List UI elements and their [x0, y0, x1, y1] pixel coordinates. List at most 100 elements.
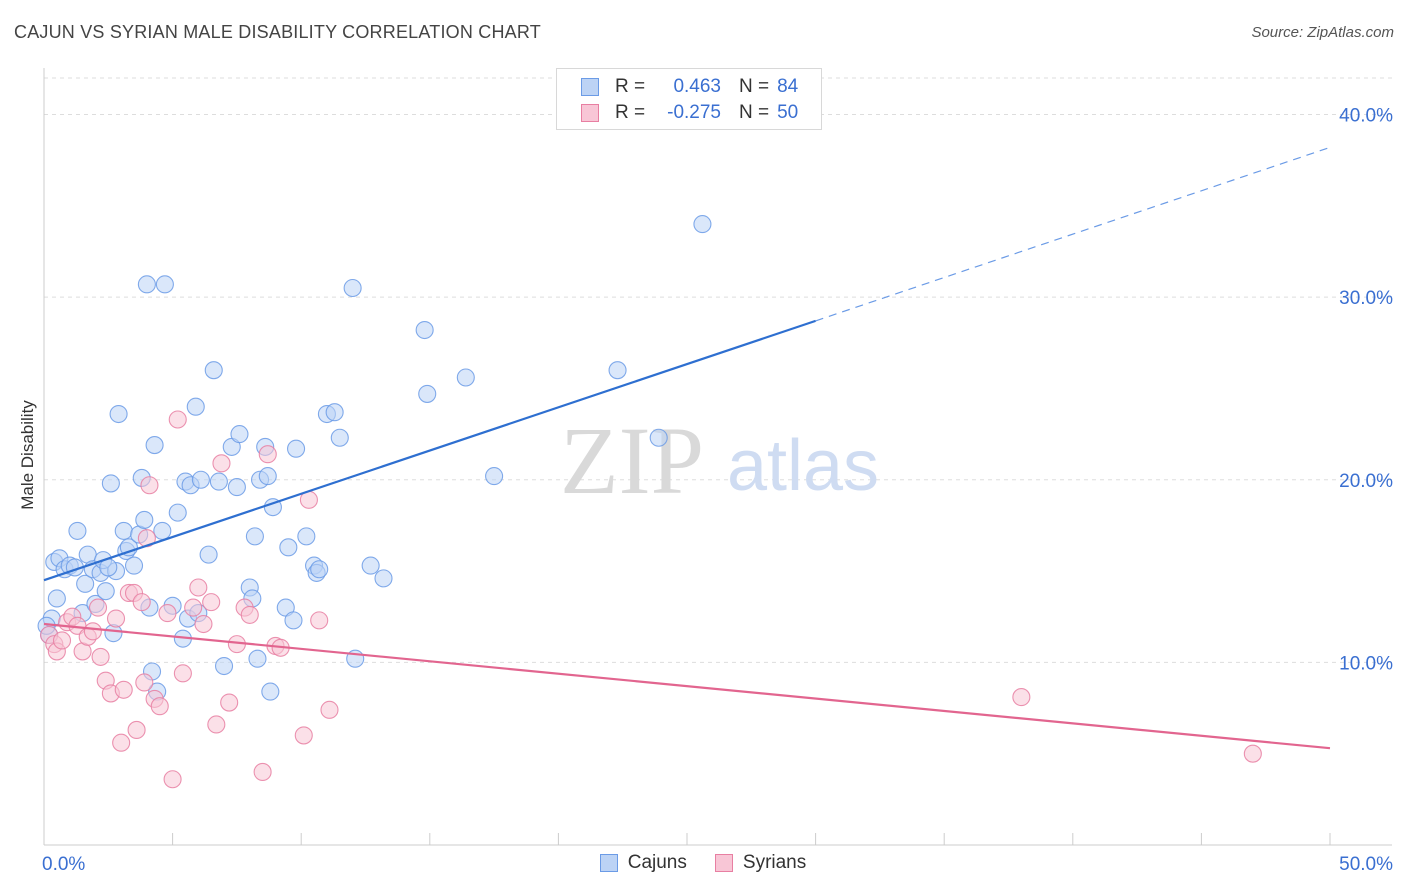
cajuns-point — [137, 275, 156, 294]
syrians-point — [294, 726, 313, 745]
syrians-point — [114, 680, 133, 699]
cajuns-point — [258, 467, 277, 486]
stats-row-cajuns: R = 0.463 N = 84 — [581, 75, 798, 99]
syrians-point — [194, 614, 213, 634]
r-value: 0.463 — [673, 76, 721, 97]
cajuns-point — [119, 538, 138, 557]
n-value: 50 — [777, 102, 799, 123]
source-label: Source: ZipAtlas.com — [1251, 24, 1394, 41]
legend-label-syrians: Syrians — [742, 852, 807, 873]
syrians-point — [158, 604, 177, 623]
y-tick-label: 30.0% — [1339, 288, 1393, 309]
x-tick-label: 0.0% — [42, 854, 85, 875]
syrians-point — [140, 476, 159, 495]
cajuns-legend-swatch — [599, 854, 618, 872]
cajuns-point — [230, 425, 249, 444]
cajuns-point — [374, 569, 393, 588]
syrians-point — [52, 631, 72, 650]
cajuns-point — [155, 275, 174, 294]
cajuns-point — [47, 589, 66, 608]
cajuns-point — [145, 436, 164, 455]
syrians-point — [258, 445, 277, 464]
syrians-point — [220, 693, 239, 712]
cajuns-trend-line — [43, 319, 816, 582]
data-points — [37, 215, 1262, 789]
syrians-point — [189, 578, 208, 597]
syrians-point — [127, 720, 146, 740]
r-value: -0.275 — [667, 102, 721, 123]
cajuns-point — [325, 403, 344, 422]
tick-labels: 10.0% 20.0% 30.0% 40.0% 0.0% 50.0% — [42, 106, 1393, 875]
syrians-point — [112, 733, 131, 752]
gridlines — [44, 77, 1392, 663]
cajuns-point — [101, 474, 120, 493]
syrians-point — [240, 605, 259, 624]
cajuns-point — [310, 560, 329, 579]
syrians-point — [207, 715, 226, 734]
stats-row-syrians: R = -0.275 N = 50 — [581, 101, 798, 125]
r-label: R = — [615, 76, 646, 97]
cajuns-trend-extension — [815, 146, 1331, 322]
legend-item-cajuns[interactable]: Cajuns — [599, 852, 687, 874]
trend-lines — [43, 146, 1331, 750]
y-tick-label: 40.0% — [1339, 106, 1393, 127]
n-value: 84 — [777, 76, 799, 97]
syrians-point — [91, 647, 110, 666]
syrians-point — [310, 611, 329, 630]
cajuns-point — [248, 649, 267, 668]
syrians-point — [184, 598, 203, 617]
n-label: N = — [739, 76, 770, 97]
cajuns-point — [76, 574, 95, 593]
cajuns-point — [109, 404, 128, 424]
syrians-point — [163, 770, 182, 789]
syrians-point — [253, 762, 272, 782]
cajuns-point — [227, 478, 246, 497]
syrians-point — [88, 598, 108, 617]
cajuns-point — [261, 682, 280, 701]
syrians-trend-line — [43, 622, 1331, 750]
x-tick-label: 50.0% — [1339, 854, 1393, 875]
cajuns-point — [485, 467, 504, 486]
cajuns-point — [153, 521, 172, 540]
r-label: R = — [615, 102, 646, 123]
cajuns-point — [297, 527, 316, 546]
stats-legend: R = 0.463 N = 84 R = -0.275 N = 50 — [556, 68, 822, 130]
cajuns-point — [114, 521, 133, 540]
cajuns-point — [456, 368, 475, 387]
cajuns-point — [279, 538, 298, 557]
syrians-point — [202, 593, 221, 612]
syrians-point — [168, 410, 187, 429]
cajuns-point — [68, 521, 87, 540]
cajuns-point — [209, 472, 228, 491]
watermark-zip: ZIP — [560, 407, 704, 514]
cajuns-point — [191, 470, 210, 489]
syrians-point — [320, 700, 339, 719]
cajuns-swatch — [581, 78, 599, 96]
chart-title: CAJUN VS SYRIAN MALE DISABILITY CORRELAT… — [14, 22, 541, 42]
syrians-point — [1012, 688, 1031, 707]
n-label: N = — [739, 102, 770, 123]
cajuns-point — [135, 510, 154, 529]
syrians-point — [1243, 744, 1262, 763]
cajuns-point — [343, 278, 362, 298]
syrians-point — [173, 664, 192, 683]
watermark-atlas: atlas — [727, 426, 879, 506]
syrians-point — [150, 697, 169, 716]
cajuns-point — [330, 428, 349, 447]
legend-item-syrians[interactable]: Syrians — [714, 852, 807, 874]
syrians-legend-swatch — [714, 854, 733, 872]
axes — [43, 68, 1392, 846]
legend-label-cajuns: Cajuns — [627, 852, 687, 873]
syrians-swatch — [581, 104, 599, 122]
y-tick-label: 10.0% — [1339, 653, 1393, 674]
cajuns-point — [649, 428, 668, 447]
cajuns-point — [418, 384, 437, 403]
syrians-point — [106, 609, 126, 628]
syrians-point — [132, 593, 151, 612]
cajuns-point — [415, 320, 434, 340]
cajuns-point — [287, 439, 306, 458]
cajuns-point — [361, 556, 380, 575]
y-tick-label: 20.0% — [1339, 471, 1393, 492]
syrians-point — [83, 622, 102, 641]
